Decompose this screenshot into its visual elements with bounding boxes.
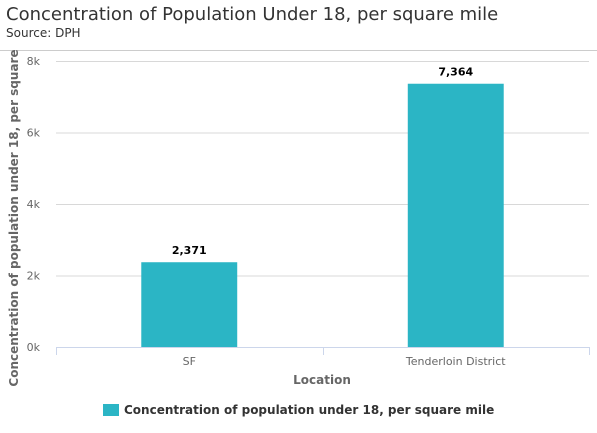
title-divider: [0, 50, 597, 51]
y-tick-label: 6k: [27, 127, 41, 140]
y-tick-label: 8k: [27, 55, 41, 68]
legend-swatch: [103, 404, 119, 416]
x-tick-label: Tenderloin District: [405, 355, 506, 368]
legend-label: Concentration of population under 18, pe…: [124, 403, 495, 417]
chart-subtitle: Source: DPH: [6, 26, 81, 40]
y-tick-label: 2k: [27, 270, 41, 283]
x-axis: SF Tenderloin District: [56, 347, 590, 368]
y-axis-ticks: 0k 2k 4k 6k 8k: [27, 55, 41, 354]
y-tick-label: 0k: [27, 341, 41, 354]
bar[interactable]: [407, 83, 504, 347]
bars: 2,371 7,364: [141, 66, 504, 347]
legend[interactable]: Concentration of population under 18, pe…: [103, 403, 494, 417]
chart-title: Concentration of Population Under 18, pe…: [6, 4, 499, 25]
gridlines: [56, 61, 589, 277]
x-axis-title: Location: [293, 373, 351, 387]
data-label: 2,371: [172, 244, 207, 257]
bar[interactable]: [141, 262, 238, 347]
data-label: 7,364: [438, 66, 473, 79]
y-tick-label: 4k: [27, 198, 41, 211]
y-axis-title: Concentration of population under 18, pe…: [7, 49, 21, 386]
x-tick-label: SF: [183, 355, 196, 368]
